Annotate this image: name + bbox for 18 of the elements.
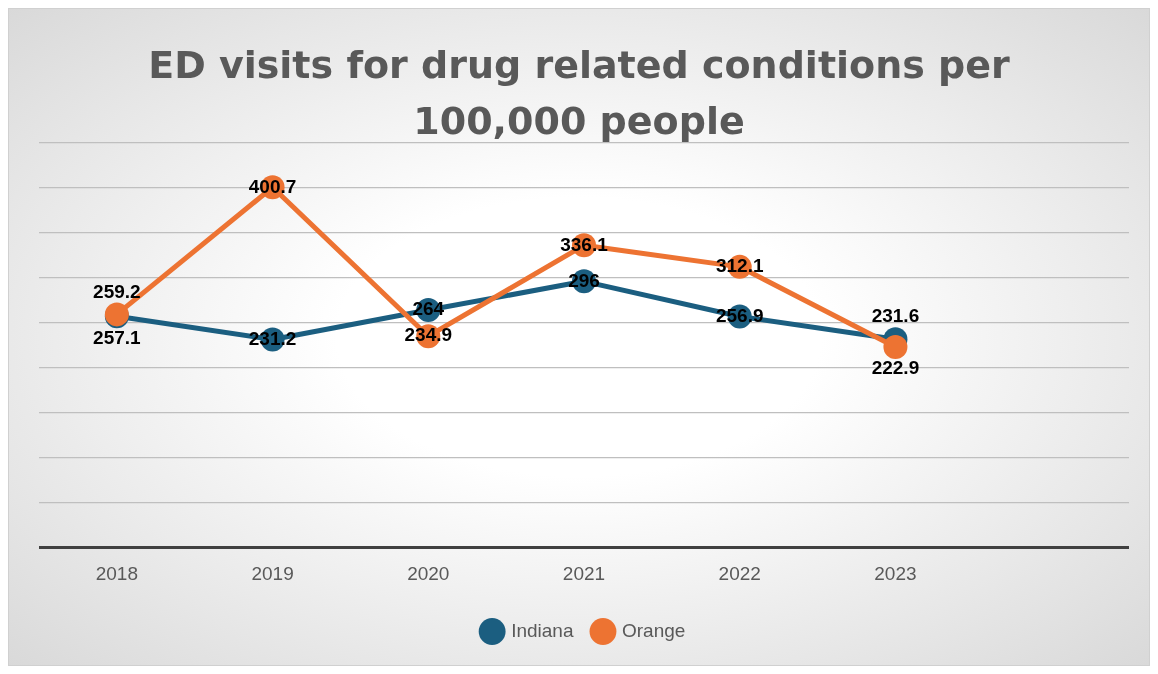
data-label: 296: [568, 269, 600, 291]
data-label: 234.9: [404, 324, 453, 346]
x-tick-label: 2018: [95, 562, 138, 584]
x-tick-label: 2021: [562, 562, 606, 584]
chart-title: ED visits for drug related conditions per 100,000 people: [147, 42, 1011, 143]
x-tick-label: 2022: [718, 562, 761, 584]
data-label: 259.2: [93, 280, 141, 302]
x-tick-label: 2019: [251, 562, 294, 584]
data-label: 400.7: [248, 175, 297, 197]
data-label: 257.1: [93, 326, 142, 348]
x-tick-label: 2020: [407, 562, 450, 584]
legend-label: Orange: [621, 619, 686, 641]
data-label: 231.6: [871, 305, 920, 327]
point: [883, 334, 908, 359]
legend-label: Indiana: [511, 619, 574, 641]
data-label: 231.2: [248, 327, 297, 349]
x-tick-label: 2023: [874, 562, 917, 584]
data-label: 222.9: [871, 357, 920, 379]
